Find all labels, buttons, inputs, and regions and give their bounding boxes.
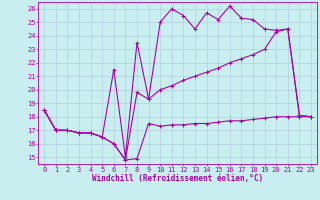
X-axis label: Windchill (Refroidissement éolien,°C): Windchill (Refroidissement éolien,°C) — [92, 174, 263, 183]
